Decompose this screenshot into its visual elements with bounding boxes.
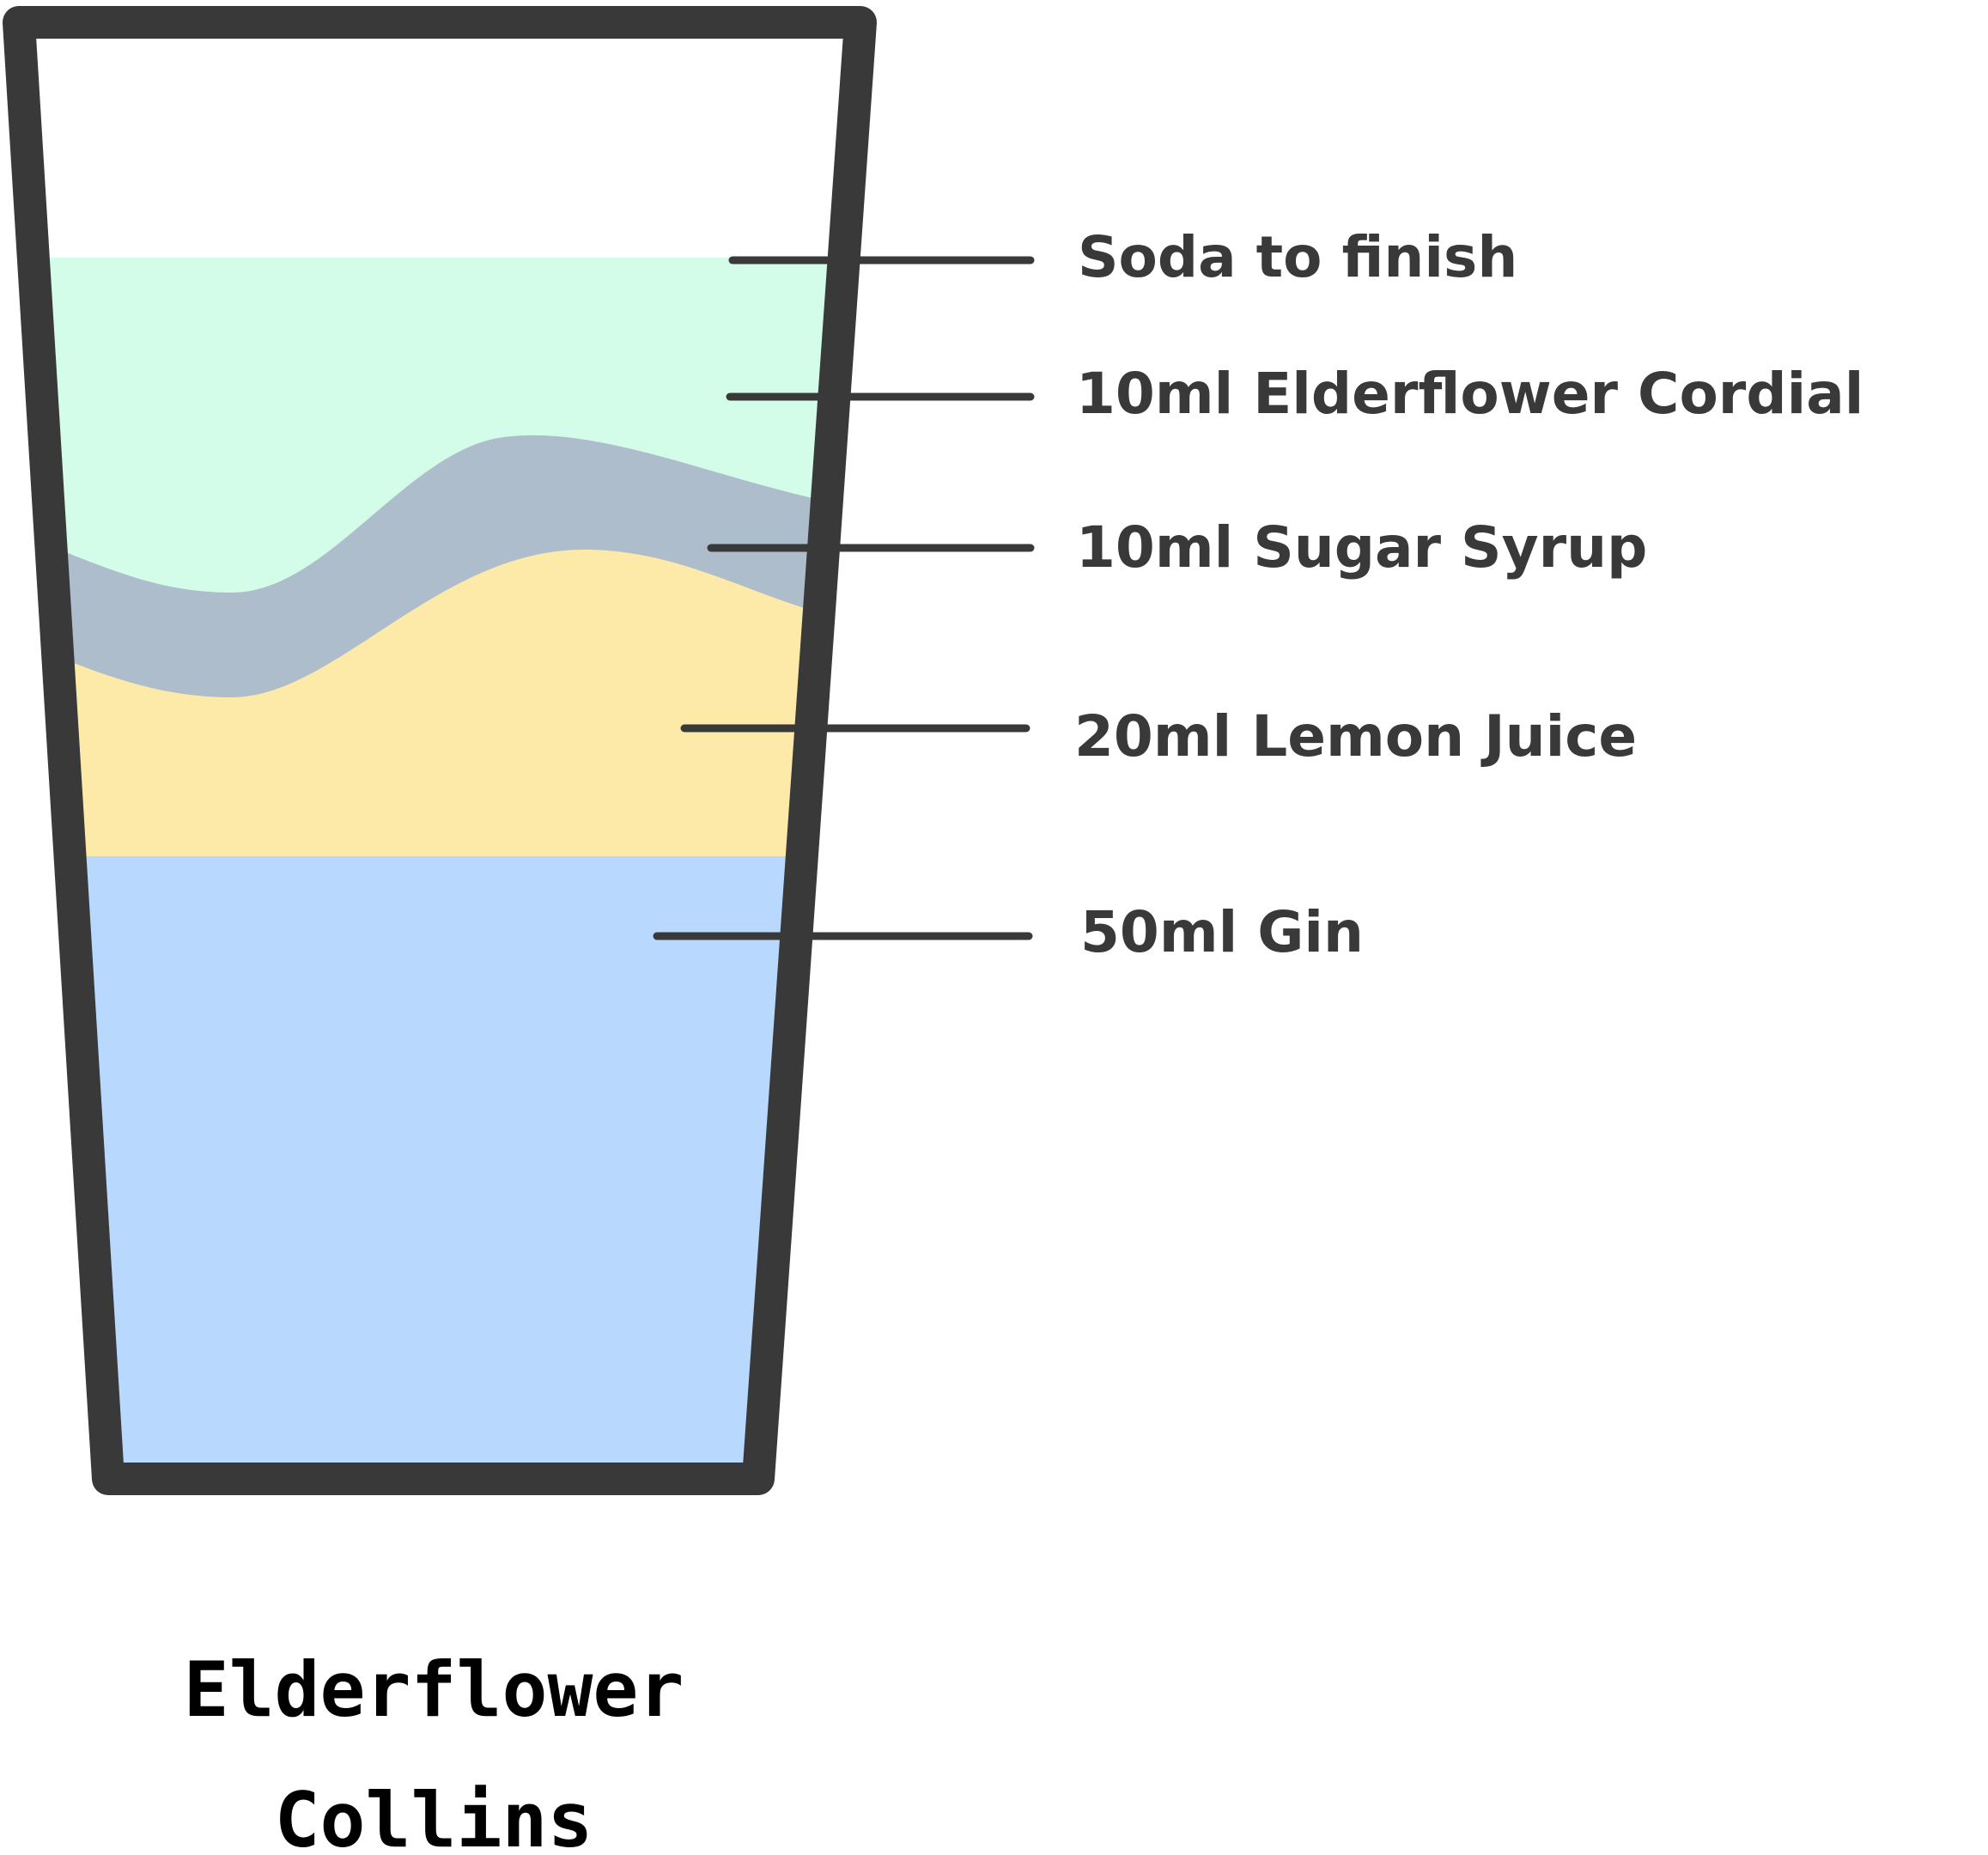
label-soda: Soda to finish xyxy=(1078,224,1517,290)
cocktail-title-line-1: Elderflower xyxy=(184,1645,684,1734)
liquid-layers xyxy=(34,258,844,1467)
glass-outline xyxy=(3,6,877,1495)
label-gin: 50ml Gin xyxy=(1080,899,1364,965)
label-lemon-juice: 20ml Lemon Juice xyxy=(1074,703,1637,769)
gin-layer xyxy=(34,856,844,1467)
label-sugar-syrup: 10ml Sugar Syrup xyxy=(1076,514,1647,581)
lemon-juice-layer xyxy=(34,550,844,859)
label-elderflower-cordial: 10ml Elderflower Cordial xyxy=(1076,361,1863,427)
cocktail-title-line-2: Collins xyxy=(275,1776,593,1855)
